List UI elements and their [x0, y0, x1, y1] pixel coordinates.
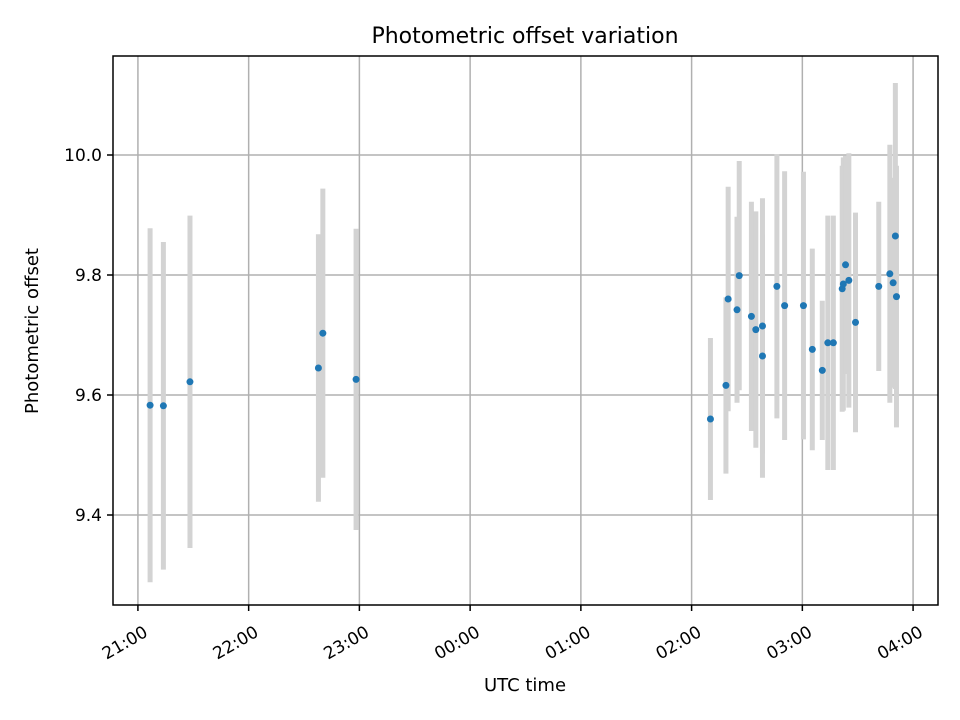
data-point: [352, 375, 360, 383]
y-axis-label: Photometric offset: [22, 248, 43, 414]
x-tick-label: 22:00: [210, 622, 262, 664]
x-tick-label: 01:00: [542, 622, 594, 664]
data-point: [781, 302, 789, 310]
data-point: [146, 401, 154, 409]
data-point: [799, 302, 807, 310]
axis-ticks: 21:00 22:00 23:00 00:00 01:00 02:00 03:00 04:00…: [64, 146, 926, 664]
data-point: [706, 415, 714, 423]
data-point: [722, 381, 730, 389]
data-point: [747, 312, 755, 320]
data-point: [773, 282, 781, 290]
data-point: [889, 279, 897, 287]
x-tick-label: 04:00: [874, 622, 926, 664]
plot-frame: [112, 55, 939, 606]
x-tick-label: 03:00: [763, 622, 815, 664]
data-point: [892, 293, 900, 301]
data-point: [886, 270, 894, 278]
data-points: [146, 232, 900, 423]
data-point: [818, 366, 826, 374]
data-point: [808, 345, 816, 353]
x-tick-label: 02:00: [653, 622, 705, 664]
data-point: [852, 318, 859, 326]
y-tick-label: 9.4: [75, 506, 102, 526]
data-point: [758, 322, 766, 330]
data-point: [752, 326, 760, 334]
data-point: [842, 261, 850, 269]
data-point: [319, 329, 327, 337]
data-point: [733, 306, 741, 314]
chart-title: Photometric offset variation: [371, 24, 678, 49]
data-point: [186, 378, 194, 386]
data-point: [735, 272, 743, 280]
grid: [113, 56, 938, 605]
data-point: [875, 282, 883, 290]
y-tick-label: 9.8: [75, 266, 102, 286]
data-point: [159, 402, 167, 410]
data-point: [824, 339, 832, 347]
data-point: [724, 295, 732, 303]
data-point: [829, 339, 837, 347]
y-tick-label: 10.0: [64, 146, 102, 166]
data-point: [314, 364, 322, 372]
data-point: [891, 232, 899, 240]
y-tick-label: 9.6: [75, 386, 102, 406]
error-bars: [147, 83, 899, 583]
data-point: [839, 280, 847, 288]
data-point: [758, 352, 766, 360]
x-tick-label: 23:00: [320, 622, 372, 664]
x-tick-label: 21:00: [99, 622, 151, 664]
x-axis-label: UTC time: [484, 675, 566, 696]
data-point: [845, 276, 853, 284]
x-tick-label: 00:00: [431, 622, 483, 664]
